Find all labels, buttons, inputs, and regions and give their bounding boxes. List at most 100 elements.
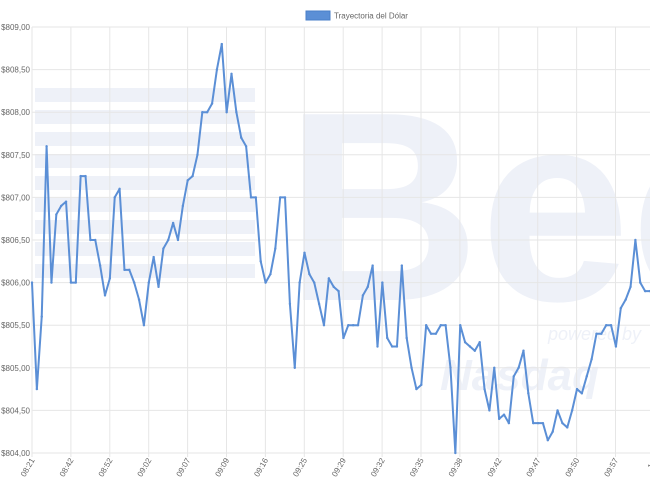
data-point [556,409,559,412]
data-point [619,306,623,310]
x-tick-label: 08:42 [58,456,76,478]
data-point [566,426,569,429]
x-tick-label: 09:47 [525,456,543,478]
data-point [488,409,491,412]
data-point [79,174,82,178]
data-point [551,430,554,433]
data-point [230,72,233,76]
data-point [152,255,155,259]
data-point [449,366,452,369]
data-point [215,68,219,71]
data-point [128,268,131,272]
data-point [517,366,520,369]
data-point [308,272,311,276]
data-point [278,196,282,199]
y-axis: $809,00 $808,50 $808,00 $807,50 $807,00 $806,… [1,23,30,458]
data-point [439,324,442,327]
data-point [274,247,277,250]
data-point [512,375,515,378]
data-point [167,238,170,242]
data-point [123,268,126,272]
data-point [459,324,462,327]
data-point [103,294,107,297]
data-point [50,281,53,284]
data-point [356,324,360,327]
data-point [45,145,48,148]
data-point [629,285,632,289]
y-tick-label: $807,50 [1,151,30,160]
data-point [59,204,63,208]
data-point [342,336,345,340]
data-point [493,366,496,369]
data-point [269,272,272,276]
data-point [74,281,77,284]
data-point [132,281,136,284]
data-point [191,174,194,178]
data-point [244,145,248,148]
data-point [137,298,141,301]
data-point [55,213,58,216]
data-point [502,413,506,416]
data-point [118,187,121,191]
data-point [147,281,150,284]
data-point [541,421,545,425]
data-point [527,392,530,395]
x-tick-label: 10: [646,457,650,471]
data-point [113,196,116,199]
data-point [376,345,379,348]
data-point [298,281,301,284]
data-point [108,277,112,280]
data-point [390,345,394,348]
data-point [570,409,574,412]
x-tick-label: 08:21 [19,456,37,478]
legend-label: Trayectoria del Dólar [334,12,408,21]
x-tick-label: 08:52 [97,456,115,478]
x-tick-label: 09:50 [564,456,582,478]
data-point [561,421,564,425]
grid-lines [31,26,650,457]
data-point [590,358,593,361]
x-tick-label: 09:32 [369,456,387,478]
data-point [609,324,613,327]
y-tick-label: $804,00 [1,449,30,458]
data-point [605,324,608,327]
data-point [522,349,525,352]
data-point [347,324,350,327]
data-point [181,204,185,208]
data-point [473,349,477,352]
data-point [69,281,73,284]
data-point [405,336,408,340]
data-point [98,264,102,267]
data-point [254,196,258,199]
data-point [64,200,68,203]
data-point [40,315,43,318]
data-point [444,324,447,327]
series-line [31,43,650,454]
data-point [186,179,189,182]
y-tick-label: $808,00 [1,108,30,117]
data-point [351,324,355,327]
data-point [84,174,87,178]
data-point [313,281,316,284]
data-point [536,421,540,425]
y-tick-label: $804,50 [1,406,30,415]
data-point [264,281,267,284]
data-point [415,387,418,391]
y-tick-label: $805,00 [1,364,30,373]
x-tick-label: 09:07 [175,456,193,478]
data-point [454,451,457,455]
data-point [395,345,399,348]
data-point [624,298,627,301]
data-point [410,366,413,369]
x-tick-label: 09:25 [291,456,309,478]
data-point [220,42,223,46]
data-point [478,341,481,344]
data-point [89,238,92,242]
data-point [293,366,296,369]
x-tick-label: 09:29 [330,456,348,478]
data-point [429,332,433,335]
data-point [225,111,228,114]
data-point [303,251,306,254]
data-point [196,153,199,156]
data-point [235,111,238,114]
